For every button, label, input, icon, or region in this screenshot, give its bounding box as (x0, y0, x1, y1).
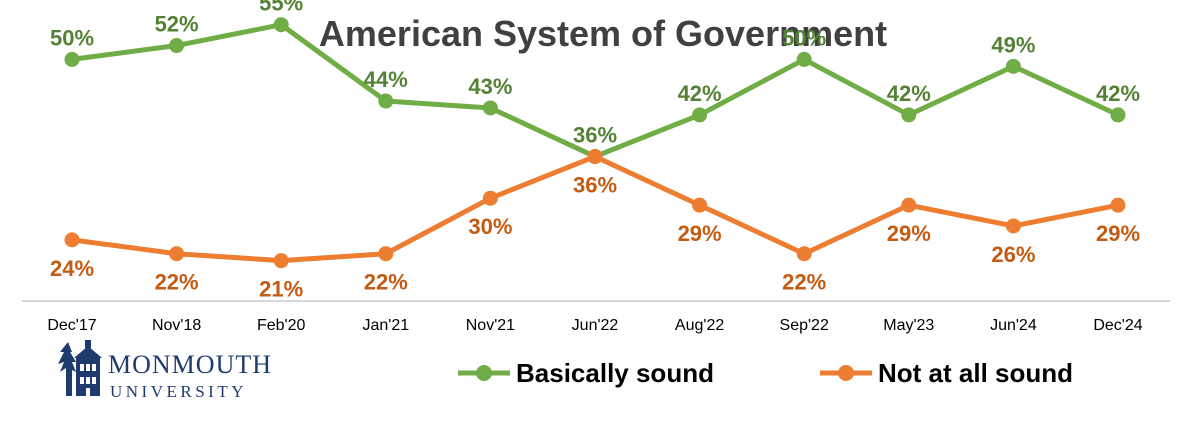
data-label: 24% (50, 256, 94, 281)
data-point (64, 51, 80, 67)
data-label: 52% (155, 12, 199, 37)
legend-swatch-marker (476, 365, 492, 381)
data-label: 49% (991, 32, 1035, 57)
x-tick-label: Nov'21 (466, 317, 515, 334)
legend-item-basically-sound: Basically sound (458, 358, 714, 388)
x-tick-label: Jun'24 (990, 317, 1037, 334)
data-label: 29% (887, 221, 931, 246)
data-point (378, 246, 394, 262)
x-tick-label: Dec'24 (1093, 317, 1142, 334)
data-label: 26% (991, 242, 1035, 267)
data-label: 29% (678, 221, 722, 246)
x-tick-label: Jan'21 (362, 317, 409, 334)
data-point (64, 232, 80, 248)
x-tick-label: May'23 (883, 317, 934, 334)
data-point (1110, 197, 1126, 213)
data-point (587, 149, 603, 165)
series-layer: 50%52%55%44% 43%36%42%50%42%49%42%24%22% 2… (50, 0, 1140, 302)
monmouth-hall-icon (58, 340, 102, 396)
data-point (273, 17, 289, 33)
series-1: 24% 22% 21% 22% 30% 36% 29% 22% 29% 26% 29% (50, 149, 1140, 302)
data-point (273, 253, 289, 269)
data-point (796, 246, 812, 262)
logo-line1: MONMOUTH (108, 350, 272, 379)
data-point (1110, 107, 1126, 123)
x-tick-label: Aug'22 (675, 317, 724, 334)
x-tick-label: Feb'20 (257, 317, 306, 334)
data-point (796, 51, 812, 67)
legend-label-not-at-all-sound: Not at all sound (878, 358, 1073, 388)
legend-item-not-at-all-sound: Not at all sound (820, 358, 1073, 388)
data-label: 36% (573, 123, 617, 148)
data-label: 29% (1096, 221, 1140, 246)
data-label: 30% (468, 214, 512, 239)
data-label: 42% (678, 81, 722, 106)
data-point (901, 197, 917, 213)
data-label: 55% (259, 0, 303, 16)
data-point (482, 190, 498, 206)
series-0: 50% 52% 55% 44% 43% 36% 42% 50% 42% 49% 42% (50, 0, 1140, 165)
logo-line2: UNIVERSITY (110, 382, 247, 401)
data-point (378, 93, 394, 109)
data-point (901, 107, 917, 123)
monmouth-logo: MONMOUTH UNIVERSITY (58, 340, 280, 410)
data-point (482, 100, 498, 116)
data-label: 50% (50, 25, 94, 50)
legend: Basically sound Not at all sound (458, 358, 1073, 388)
data-label: 22% (782, 270, 826, 295)
x-axis-ticks: Dec'17 Nov'18 Feb'20 Jan'21 Nov'21 Jun'22 Aug'… (47, 317, 1142, 334)
data-label: 36% (573, 173, 617, 198)
data-point (692, 197, 708, 213)
data-label: 43% (468, 74, 512, 99)
data-label: 21% (259, 277, 303, 302)
data-point (1005, 218, 1021, 234)
data-point (1005, 58, 1021, 74)
x-tick-label: Dec'17 (47, 317, 96, 334)
x-tick-label: Jun'22 (572, 317, 619, 334)
data-point (169, 38, 185, 54)
legend-swatch-marker (838, 365, 854, 381)
x-tick-label: Nov'18 (152, 317, 201, 334)
data-label: 42% (1096, 81, 1140, 106)
data-point (692, 107, 708, 123)
data-label: 50% (782, 25, 826, 50)
chart-title: American System of Government (319, 13, 887, 54)
legend-label-basically-sound: Basically sound (516, 358, 714, 388)
data-label: 22% (364, 270, 408, 295)
data-label: 22% (155, 270, 199, 295)
data-label: 44% (364, 67, 408, 92)
data-label: 42% (887, 81, 931, 106)
data-point (169, 246, 185, 262)
x-tick-label: Sep'22 (780, 317, 829, 334)
